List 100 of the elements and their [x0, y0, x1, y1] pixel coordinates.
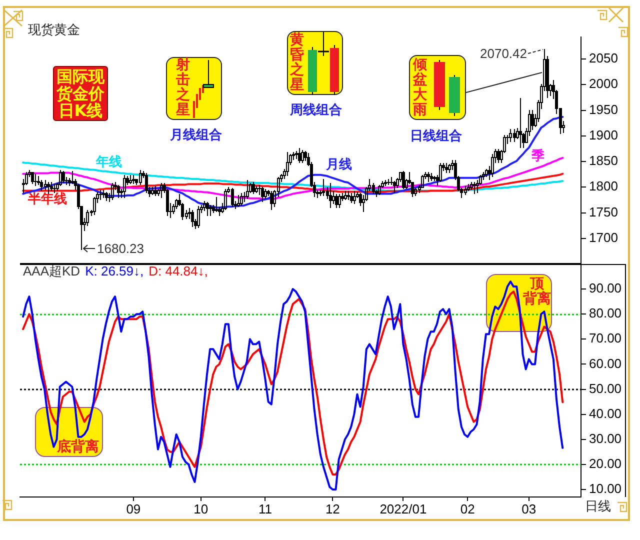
annotation: 日线组合 [410, 129, 462, 144]
candlestick [209, 204, 212, 216]
candlestick [378, 184, 381, 196]
annotation: 倾盆大雨 [413, 57, 428, 118]
y-tick-label: 90.00 [589, 280, 622, 296]
candlestick [497, 148, 500, 164]
y-tick-label: 70.00 [589, 330, 622, 346]
candlestick [111, 182, 114, 200]
annotation: 顶背离 [523, 276, 551, 307]
candlestick [243, 192, 246, 202]
candlestick [123, 174, 126, 198]
candlestick [240, 192, 243, 206]
candlestick [464, 186, 467, 196]
candlestick [335, 194, 338, 208]
candlestick [40, 180, 43, 192]
candlestick [154, 186, 157, 196]
candlestick [338, 194, 341, 208]
x-tick-label: 11 [258, 501, 272, 516]
annotation: 2070.42 [480, 46, 527, 61]
annotation: 底背离 [57, 439, 99, 455]
candlestick [384, 180, 387, 186]
candlestick [261, 186, 264, 202]
candlestick [191, 210, 194, 228]
candlestick [329, 182, 332, 208]
candlestick [439, 162, 442, 182]
candlestick [237, 194, 240, 208]
candlestick [448, 164, 451, 174]
candlestick [332, 190, 335, 204]
x-tick-label: 09 [126, 501, 141, 516]
y-tick-label: 20.00 [589, 456, 622, 472]
candlestick [231, 188, 234, 208]
series-label: 半年线 [27, 192, 68, 208]
y-tick-label: 1700 [589, 230, 618, 245]
candlestick [31, 172, 34, 184]
annotation: 周线组合 [290, 103, 342, 118]
candlestick [473, 182, 476, 194]
candlestick [427, 172, 430, 182]
candlestick [509, 128, 512, 142]
candlestick [467, 184, 470, 192]
candlestick [393, 180, 396, 194]
chart-title: 现货黄金 [28, 23, 80, 38]
y-tick-label: 60.00 [589, 356, 622, 371]
series-label: 季 [530, 148, 545, 164]
candlestick [62, 170, 65, 184]
candlestick [264, 188, 267, 200]
y-tick-label: 10.00 [589, 481, 622, 496]
candlestick [470, 182, 473, 190]
candlestick [224, 188, 227, 210]
candlestick [252, 182, 255, 194]
annotation: 月线组合 [170, 128, 222, 143]
y-tick-label: 30.00 [589, 430, 622, 446]
candlestick [197, 206, 200, 228]
candlestick [353, 190, 356, 204]
annotation: 黄昏之星 [290, 32, 305, 93]
x-tick-label: 02 [460, 501, 475, 516]
candlestick [129, 174, 132, 184]
text: D: 44.84↓, [148, 264, 208, 279]
candlestick [117, 184, 120, 198]
candlestick [402, 170, 405, 190]
candlestick [246, 180, 249, 200]
x-tick-label: 10 [194, 501, 208, 516]
series-label: 月线 [324, 157, 352, 172]
x-axis-title: 日线 [585, 499, 611, 514]
x-tick-label: 12 [325, 501, 340, 516]
candlestick [298, 148, 301, 164]
series-label: K: 26.59↓, [85, 264, 144, 279]
candlestick [188, 208, 191, 220]
candlestick [203, 200, 206, 212]
annotation: 1680.23 [97, 241, 144, 256]
annotation: 射击之星 [176, 57, 191, 118]
y-tick-label: 1950 [589, 102, 618, 117]
candlestick [132, 174, 135, 184]
candlestick [485, 168, 488, 178]
y-tick-label: 2000 [589, 76, 618, 92]
candlestick [295, 150, 298, 160]
y-tick-label: 50.00 [589, 380, 622, 396]
candlestick [433, 176, 436, 182]
candlestick [258, 184, 261, 196]
y-tick-label: 1800 [589, 178, 618, 194]
y-tick-label: 1900 [589, 127, 618, 142]
y-tick-label: 1850 [589, 153, 618, 168]
candlestick [344, 190, 347, 200]
x-tick-label: 2022/01 [380, 501, 427, 516]
y-tick-label: 40.00 [589, 406, 622, 421]
candlestick [139, 170, 142, 186]
candlestick [99, 190, 102, 200]
candlestick [151, 186, 154, 196]
candlestick [350, 192, 353, 204]
candlestick [44, 180, 47, 190]
series-label: 年线 [94, 155, 122, 170]
y-tick-label: 80.00 [589, 306, 622, 321]
candlestick [445, 162, 448, 174]
candlestick [519, 98, 522, 148]
candlestick [301, 150, 304, 164]
x-tick-label: 03 [522, 501, 536, 516]
candlestick [145, 172, 148, 194]
legend-title: AAA超KD [23, 264, 80, 279]
candlestick [270, 190, 273, 210]
candlestick [102, 190, 105, 198]
candlestick [34, 174, 37, 186]
